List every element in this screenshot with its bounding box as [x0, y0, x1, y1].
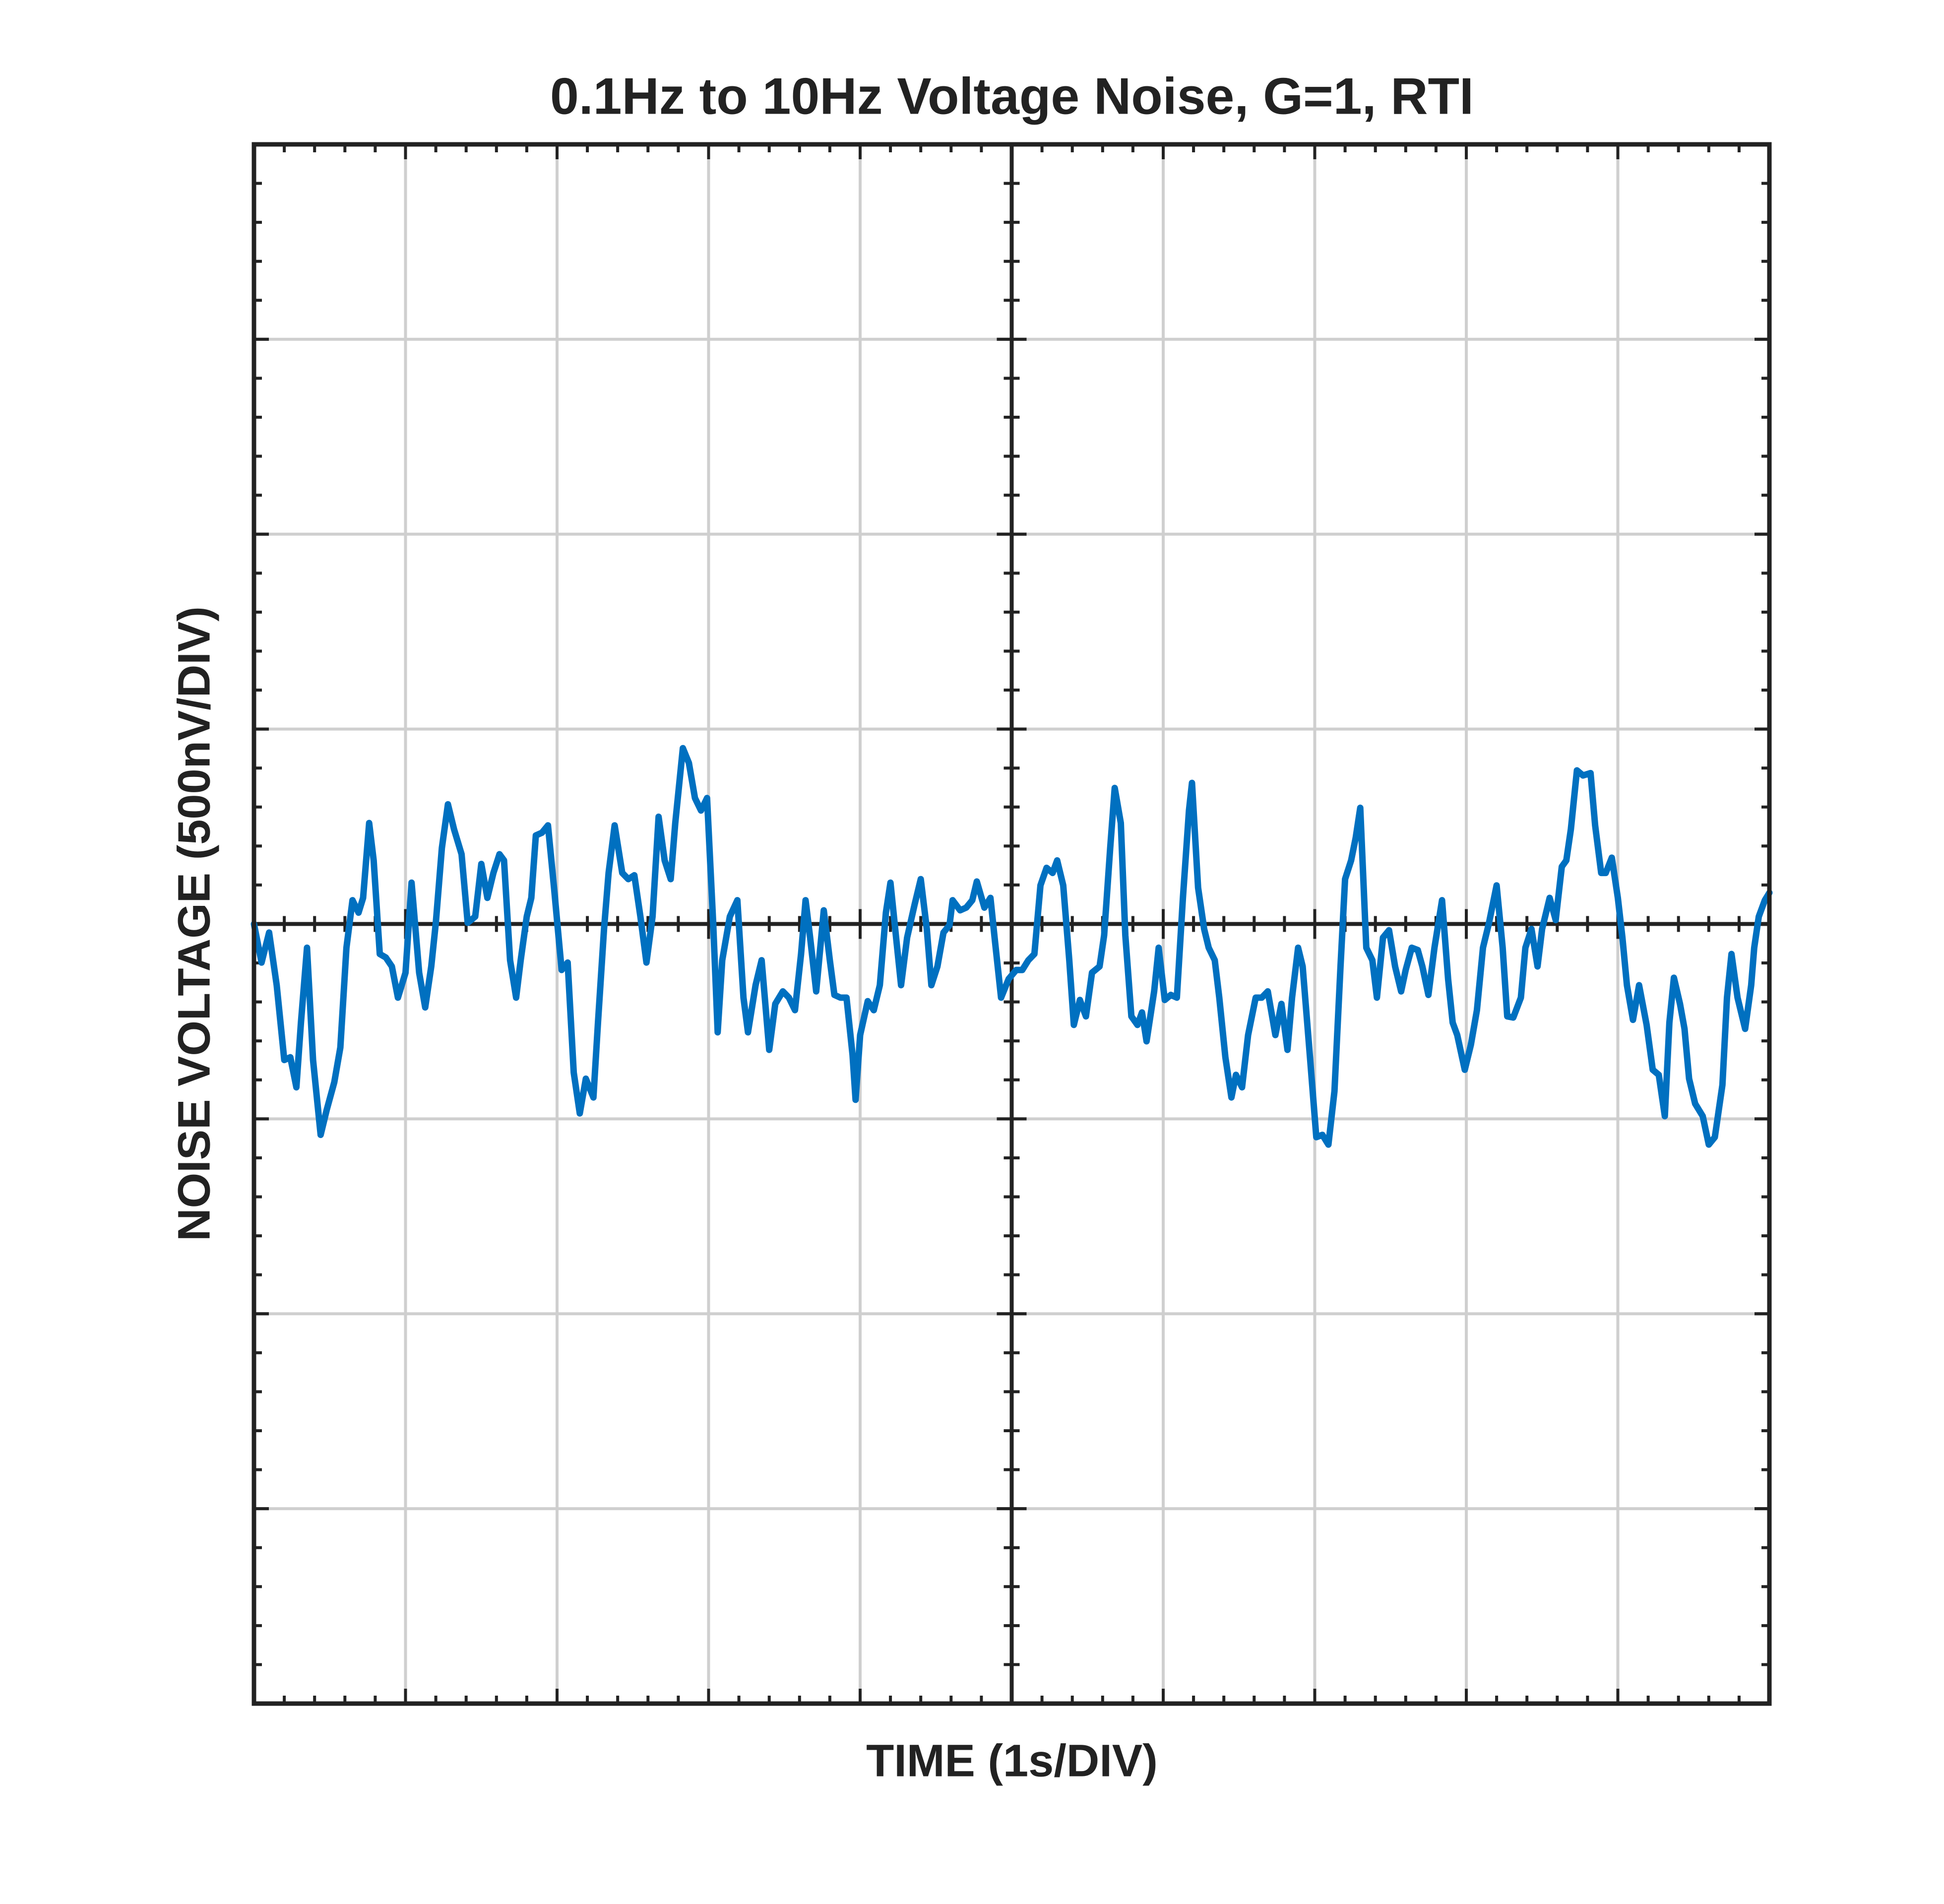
y-axis-label: NOISE VOLTAGE (500nV/DIV): [169, 606, 219, 1241]
series-line: [251, 745, 1773, 1148]
x-axis-label: TIME (1s/DIV): [866, 1735, 1158, 1786]
plot-border: [251, 142, 1772, 1706]
chart-title: 0.1Hz to 10Hz Voltage Noise, G=1, RTI: [550, 67, 1474, 125]
